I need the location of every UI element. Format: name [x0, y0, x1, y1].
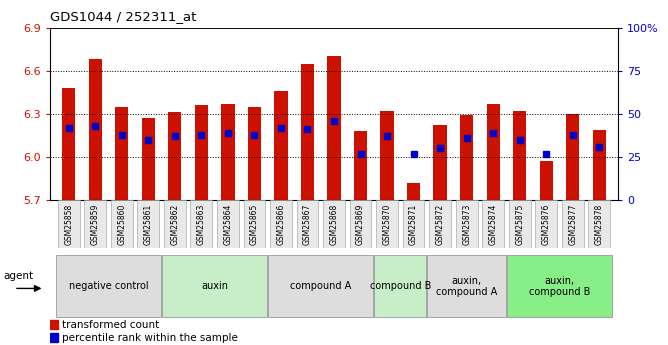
- FancyBboxPatch shape: [58, 200, 79, 248]
- Bar: [275, 91, 287, 200]
- Bar: [354, 131, 367, 200]
- Text: percentile rank within the sample: percentile rank within the sample: [61, 333, 238, 343]
- FancyBboxPatch shape: [589, 200, 610, 248]
- FancyBboxPatch shape: [430, 200, 451, 248]
- Text: GSM25873: GSM25873: [462, 204, 471, 245]
- Text: auxin: auxin: [201, 282, 228, 291]
- Text: GSM25858: GSM25858: [64, 204, 73, 245]
- Text: GSM25864: GSM25864: [223, 204, 232, 245]
- Text: auxin,
compound B: auxin, compound B: [529, 276, 591, 297]
- Bar: [460, 115, 474, 200]
- FancyBboxPatch shape: [349, 200, 371, 248]
- FancyBboxPatch shape: [297, 200, 319, 248]
- Text: compound B: compound B: [369, 282, 431, 291]
- FancyBboxPatch shape: [190, 200, 212, 248]
- FancyBboxPatch shape: [56, 255, 161, 317]
- FancyBboxPatch shape: [535, 200, 557, 248]
- FancyBboxPatch shape: [456, 200, 478, 248]
- Text: compound A: compound A: [290, 282, 351, 291]
- Bar: [168, 112, 182, 200]
- FancyBboxPatch shape: [482, 200, 504, 248]
- Text: GSM25872: GSM25872: [436, 204, 445, 245]
- Text: GSM25860: GSM25860: [118, 204, 126, 245]
- FancyBboxPatch shape: [217, 200, 238, 248]
- Bar: [434, 125, 447, 200]
- Text: GSM25870: GSM25870: [383, 204, 391, 245]
- Text: transformed count: transformed count: [61, 319, 159, 329]
- Bar: [115, 107, 128, 200]
- Text: GSM25871: GSM25871: [409, 204, 418, 245]
- Bar: [301, 63, 314, 200]
- Text: GSM25874: GSM25874: [489, 204, 498, 245]
- Text: GDS1044 / 252311_at: GDS1044 / 252311_at: [50, 10, 196, 23]
- Bar: [50, 333, 59, 342]
- Text: GSM25863: GSM25863: [197, 204, 206, 245]
- Text: GSM25862: GSM25862: [170, 204, 179, 245]
- Text: auxin,
compound A: auxin, compound A: [436, 276, 497, 297]
- Bar: [50, 320, 59, 329]
- Bar: [327, 56, 341, 200]
- Text: GSM25876: GSM25876: [542, 204, 550, 245]
- Text: GSM25875: GSM25875: [515, 204, 524, 245]
- Text: agent: agent: [3, 271, 33, 281]
- Text: GSM25869: GSM25869: [356, 204, 365, 245]
- Text: GSM25865: GSM25865: [250, 204, 259, 245]
- FancyBboxPatch shape: [84, 200, 106, 248]
- Text: GSM25866: GSM25866: [277, 204, 285, 245]
- FancyBboxPatch shape: [244, 200, 265, 248]
- FancyBboxPatch shape: [403, 200, 424, 248]
- FancyBboxPatch shape: [323, 200, 345, 248]
- Bar: [221, 104, 234, 200]
- Bar: [407, 183, 420, 200]
- Bar: [248, 107, 261, 200]
- FancyBboxPatch shape: [428, 255, 506, 317]
- FancyBboxPatch shape: [376, 200, 398, 248]
- Bar: [566, 114, 579, 200]
- FancyBboxPatch shape: [562, 200, 584, 248]
- Text: GSM25861: GSM25861: [144, 204, 153, 245]
- FancyBboxPatch shape: [164, 200, 186, 248]
- Bar: [62, 88, 75, 200]
- FancyBboxPatch shape: [509, 200, 530, 248]
- Bar: [381, 111, 393, 200]
- Bar: [89, 59, 102, 200]
- FancyBboxPatch shape: [374, 255, 426, 317]
- Text: GSM25878: GSM25878: [595, 204, 604, 245]
- Text: GSM25877: GSM25877: [568, 204, 577, 245]
- Text: negative control: negative control: [69, 282, 148, 291]
- Bar: [142, 118, 155, 200]
- Bar: [486, 104, 500, 200]
- Bar: [513, 111, 526, 200]
- Bar: [593, 130, 606, 200]
- FancyBboxPatch shape: [111, 200, 133, 248]
- Bar: [194, 105, 208, 200]
- FancyBboxPatch shape: [507, 255, 612, 317]
- FancyBboxPatch shape: [162, 255, 267, 317]
- Bar: [540, 161, 553, 200]
- FancyBboxPatch shape: [268, 255, 373, 317]
- Text: GSM25867: GSM25867: [303, 204, 312, 245]
- FancyBboxPatch shape: [270, 200, 292, 248]
- Text: GSM25868: GSM25868: [329, 204, 339, 245]
- FancyBboxPatch shape: [138, 200, 159, 248]
- Text: GSM25859: GSM25859: [91, 204, 100, 245]
